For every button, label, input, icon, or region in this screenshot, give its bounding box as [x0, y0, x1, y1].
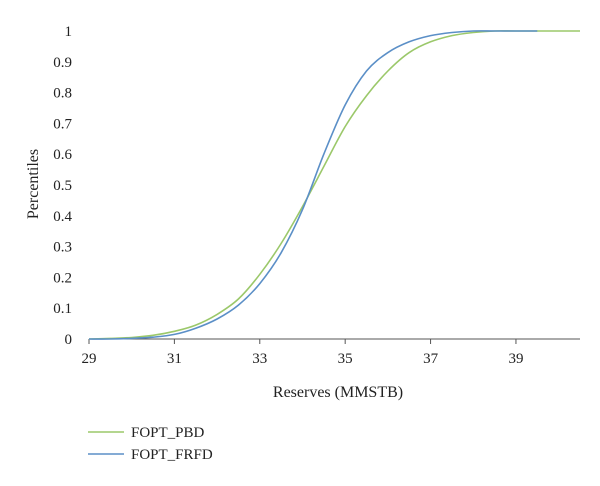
y-tick-label: 0.9	[53, 55, 72, 71]
y-tick-label: 0.4	[53, 209, 72, 225]
legend: FOPT_PBD FOPT_FRFD	[88, 425, 213, 463]
x-tick-label: 35	[338, 351, 353, 367]
series-line-fopt-pbd	[88, 30, 580, 340]
y-axis-title: Percentiles	[25, 149, 42, 219]
x-tick-label: 33	[252, 351, 267, 367]
y-tick-label: 0.7	[53, 116, 72, 132]
series-line-fopt-frfd	[88, 30, 538, 340]
x-tick-label: 31	[167, 351, 182, 367]
y-tick-label: 0	[65, 332, 73, 348]
y-tick-label: 0.3	[53, 240, 72, 256]
y-tick-label: 0.2	[53, 270, 72, 286]
x-axis-title: Reserves (MMSTB)	[273, 384, 403, 401]
x-tick-label: 39	[508, 351, 523, 367]
legend-label: FOPT_FRFD	[131, 447, 213, 463]
y-tick-label: 0.6	[53, 147, 72, 163]
series-lines	[88, 30, 580, 340]
x-tick-label: 37	[423, 351, 439, 367]
y-tick-label: 0.5	[53, 178, 72, 194]
y-tick-label: 1	[65, 24, 73, 40]
legend-label: FOPT_PBD	[131, 425, 205, 441]
axes: 0 0.1 0.2 0.3 0.4 0.5 0.6 0.7 0.8 0.9 1 29 31 33 35 37 3…	[53, 24, 580, 367]
x-tick-label: 29	[82, 351, 97, 367]
y-tick-label: 0.1	[53, 301, 72, 317]
y-tick-label: 0.8	[53, 86, 72, 102]
